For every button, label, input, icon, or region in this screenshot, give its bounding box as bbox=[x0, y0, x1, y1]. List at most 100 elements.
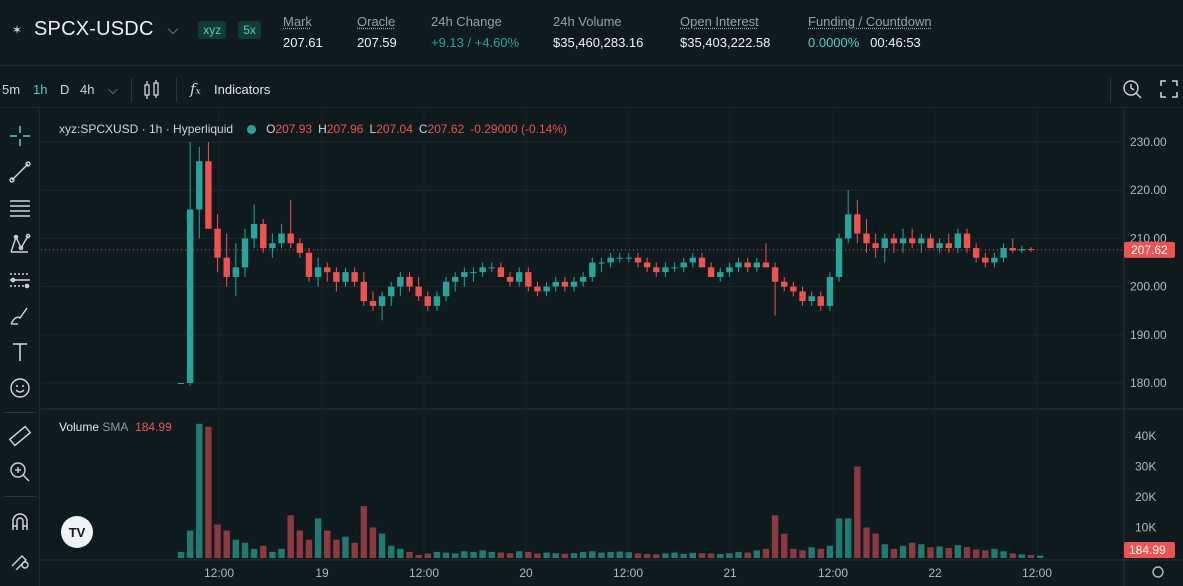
time-tick-label: 22 bbox=[928, 566, 942, 580]
volume-bar bbox=[762, 548, 770, 558]
volume-bar bbox=[196, 423, 203, 558]
horizontal-lines-icon[interactable] bbox=[6, 194, 34, 222]
funding-rate: 0.0000% bbox=[808, 35, 860, 50]
leverage-badge: 5x bbox=[238, 20, 261, 39]
ruler-icon[interactable] bbox=[6, 422, 34, 450]
volume-bar bbox=[726, 553, 733, 558]
price-chart[interactable]: 230.00 220.00 210.00 200.00 190.00 180.00 40K 3… bbox=[41, 110, 1183, 586]
indicators-button[interactable]: Indicators bbox=[214, 82, 271, 97]
timeframe-4h[interactable]: 4h bbox=[80, 82, 95, 97]
alert-clock-icon[interactable] bbox=[1121, 78, 1143, 103]
volume-bar bbox=[534, 553, 541, 558]
timeframe-5m[interactable]: 5m bbox=[2, 82, 21, 97]
candle-body bbox=[991, 257, 998, 263]
volume-bar bbox=[744, 552, 751, 558]
candle-body bbox=[269, 243, 276, 249]
funding-countdown: 00:46:53 bbox=[870, 35, 921, 50]
candle-body bbox=[461, 272, 468, 277]
candle-body bbox=[314, 267, 322, 277]
brush-icon[interactable] bbox=[6, 302, 34, 330]
candle-body bbox=[717, 272, 724, 277]
volume-bar bbox=[287, 515, 294, 558]
stat-24h-volume: 24h Volume $35,460,283.16 bbox=[553, 14, 643, 50]
stat-value: $35,403,222.58 bbox=[680, 35, 771, 50]
candle-body bbox=[890, 238, 898, 244]
volume-bar bbox=[177, 551, 185, 558]
crosshair-icon[interactable] bbox=[6, 122, 34, 150]
function-icon[interactable]: fx bbox=[190, 80, 201, 98]
chart-canvas[interactable]: 230.00220.00210.00200.00190.00180.0040K3… bbox=[41, 110, 1183, 586]
candle-body bbox=[689, 257, 697, 263]
chevron-down-icon[interactable]: ⌵ bbox=[167, 21, 179, 37]
fullscreen-icon[interactable] bbox=[1159, 79, 1179, 102]
emoji-icon[interactable] bbox=[6, 374, 34, 402]
candle-body bbox=[845, 214, 852, 239]
volume-bar bbox=[479, 550, 486, 558]
volume-bar bbox=[1018, 554, 1026, 558]
candle-body bbox=[470, 272, 477, 274]
settings-gear-icon[interactable] bbox=[1152, 566, 1164, 578]
candle-body bbox=[433, 296, 441, 306]
lock-drawing-icon[interactable] bbox=[6, 544, 34, 572]
volume-bar bbox=[945, 547, 952, 558]
candlestick-type-icon[interactable] bbox=[142, 78, 162, 105]
volume-bar bbox=[342, 536, 349, 558]
candle-body bbox=[186, 209, 194, 383]
volume-bar bbox=[278, 548, 285, 558]
stat-mark: Mark 207.61 bbox=[283, 14, 323, 50]
pattern-icon[interactable] bbox=[6, 230, 34, 258]
time-tick-label: 12:00 bbox=[1022, 566, 1052, 580]
volume-bar bbox=[817, 548, 824, 558]
zoom-in-icon[interactable] bbox=[6, 458, 34, 486]
price-tick-label: 200.00 bbox=[1130, 280, 1167, 294]
candle-body bbox=[908, 238, 916, 244]
legend-high-key: H bbox=[318, 122, 327, 136]
timeframe-1h[interactable]: 1h bbox=[33, 82, 48, 97]
candle-body bbox=[497, 267, 505, 277]
text-tool-icon[interactable] bbox=[6, 338, 34, 366]
tradingview-logo-icon[interactable]: TV bbox=[61, 516, 93, 548]
candle-body bbox=[653, 267, 660, 273]
candle-body bbox=[598, 262, 605, 264]
candle-body bbox=[616, 257, 623, 259]
candle-body bbox=[488, 267, 495, 269]
volume-bar bbox=[241, 542, 249, 558]
volume-bar bbox=[433, 551, 441, 558]
volume-bar bbox=[963, 547, 971, 558]
divider bbox=[131, 78, 132, 102]
price-tick-label: 180.00 bbox=[1130, 376, 1167, 390]
chart-toolbar: 5m 1h D 4h ⌵ fx Indicators bbox=[0, 72, 1183, 108]
time-tick-label: 12:00 bbox=[613, 566, 643, 580]
divider bbox=[176, 78, 177, 102]
volume-bar bbox=[488, 551, 495, 558]
candle-body bbox=[607, 257, 614, 263]
volume-bar bbox=[506, 553, 514, 558]
volume-bar bbox=[927, 547, 934, 558]
stat-label: Mark bbox=[283, 14, 312, 29]
candle-body bbox=[662, 267, 669, 273]
candle-body bbox=[241, 238, 249, 268]
forecast-icon[interactable] bbox=[6, 266, 34, 294]
volume-bar bbox=[735, 551, 742, 558]
candle-body bbox=[1009, 248, 1016, 251]
magnet-icon[interactable] bbox=[6, 508, 34, 536]
volume-bar bbox=[333, 539, 340, 558]
candle-body bbox=[735, 262, 742, 268]
candle-body bbox=[406, 276, 413, 287]
volume-bar bbox=[378, 533, 386, 558]
trend-line-icon[interactable] bbox=[6, 158, 34, 186]
candle-body bbox=[771, 267, 779, 282]
timeframe-dropdown-chevron-icon[interactable]: ⌵ bbox=[108, 82, 118, 97]
volume-bar bbox=[790, 548, 797, 558]
symbol-selector[interactable]: ✶ SPCX-USDC ⌵ xyz 5x bbox=[8, 18, 265, 41]
candle-body bbox=[177, 383, 185, 384]
candle-body bbox=[525, 272, 532, 287]
candle-body bbox=[397, 276, 404, 287]
legend-title: xyz:SPCXUSD · 1h · Hyperliquid bbox=[59, 122, 234, 136]
stat-oracle: Oracle 207.59 bbox=[357, 14, 397, 50]
candle-body bbox=[854, 214, 861, 234]
volume-bar bbox=[269, 551, 276, 558]
candle-body bbox=[415, 286, 422, 297]
volume-bar bbox=[186, 530, 194, 558]
timeframe-d[interactable]: D bbox=[60, 82, 70, 97]
